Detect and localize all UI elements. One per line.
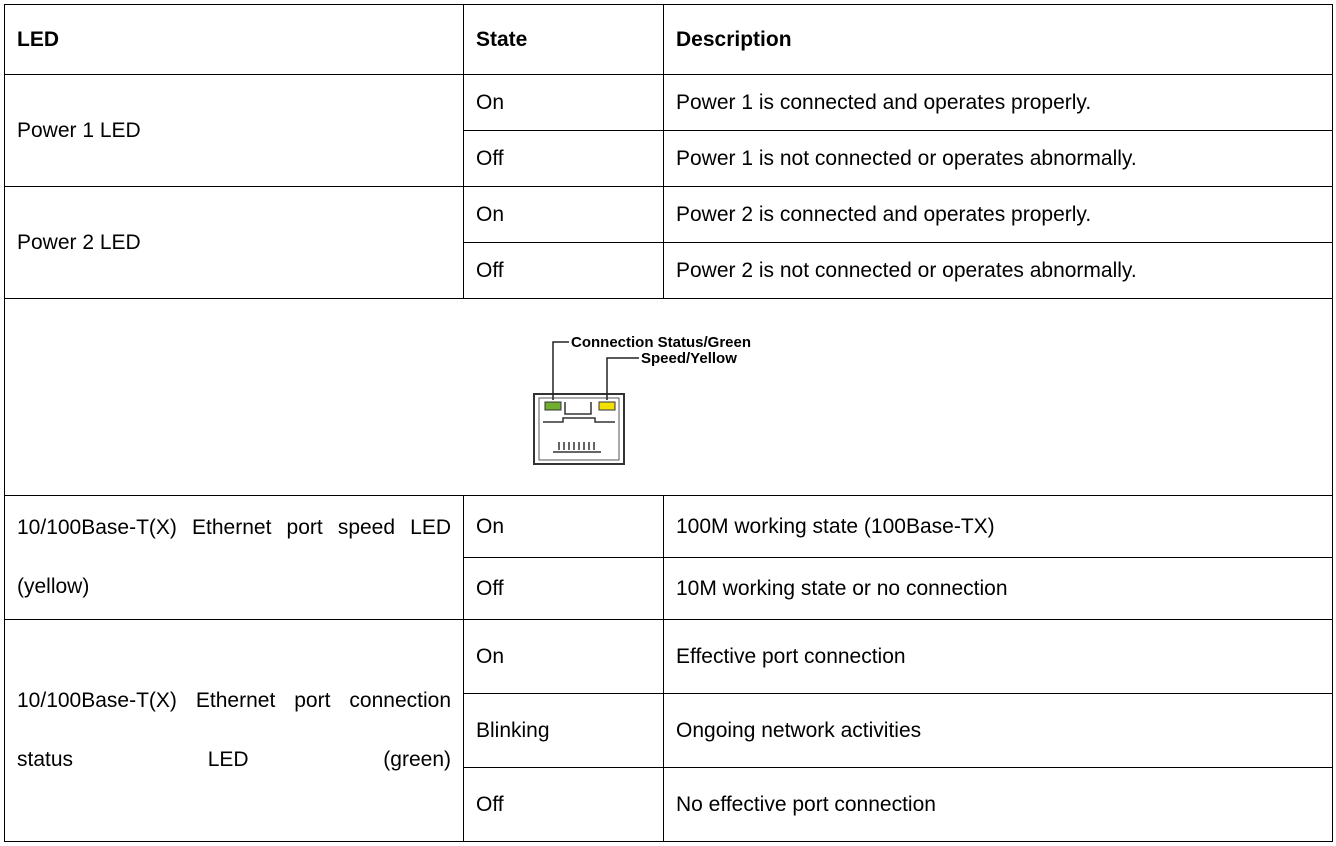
row: Power 1 LED On Power 1 is connected and …	[4, 74, 1333, 187]
state-cell: On	[463, 619, 664, 694]
state-cell: On	[463, 74, 664, 131]
description-cell: Power 2 is connected and operates proper…	[663, 186, 1333, 243]
header-cell: LED	[4, 4, 464, 75]
row: 10/100Base-T(X) Ethernet port connection…	[4, 619, 1333, 842]
rj45-figure: Connection Status/Green Speed/Yellow	[532, 334, 751, 465]
green-led	[544, 401, 561, 411]
led-cell: 10/100Base-T(X) Ethernet port connection…	[4, 619, 464, 842]
green-leader	[551, 341, 569, 400]
state-cell: On	[463, 186, 664, 243]
row: Off No effective port connection	[5, 767, 1333, 842]
state-cell: Off	[463, 242, 664, 299]
header-cell: State	[463, 4, 664, 75]
description-cell: Power 1 is connected and operates proper…	[663, 74, 1333, 131]
led-cell: 10/100Base-T(X) Ethernet port speed LED …	[4, 495, 464, 620]
figure-label: Connection Status/Green	[571, 334, 751, 351]
row: Power 2 LED On Power 2 is connected and …	[4, 186, 1333, 299]
state-cell: Off	[463, 767, 664, 842]
description-cell: 10M working state or no connection	[663, 557, 1333, 620]
description-cell: Ongoing network activities	[663, 693, 1333, 768]
row: Off 10M working state or no connection	[5, 557, 1333, 620]
figure-cell: Connection Status/Green Speed/Yellow	[4, 298, 1333, 496]
description-cell: Power 1 is not connected or operates abn…	[663, 130, 1333, 187]
figure-row: Connection Status/Green Speed/Yellow	[4, 298, 1333, 496]
led-cell: Power 2 LED	[4, 186, 464, 299]
row: Off Power 1 is not connected or operates…	[5, 130, 1333, 187]
state-cell: Off	[463, 557, 664, 620]
row: 10/100Base-T(X) Ethernet port speed LED …	[4, 495, 1333, 620]
jack-opening	[542, 417, 615, 423]
figure-label: Speed/Yellow	[641, 350, 737, 367]
header-row: LED State Description	[4, 4, 1333, 75]
state-cell: Blinking	[463, 693, 664, 768]
yellow-leader	[605, 357, 639, 400]
row: Blinking Ongoing network activities	[5, 693, 1333, 768]
state-cell: On	[463, 495, 664, 558]
jack-pins	[552, 442, 601, 453]
description-cell: Power 2 is not connected or operates abn…	[663, 242, 1333, 299]
jack-inner	[538, 397, 619, 461]
led-table: LED State Description Power 1 LED On Pow…	[4, 4, 1333, 842]
description-cell: 100M working state (100Base-TX)	[663, 495, 1333, 558]
row: Off Power 2 is not connected or operates…	[5, 242, 1333, 299]
header-cell: Description	[663, 4, 1333, 75]
jack-latch	[563, 402, 592, 415]
led-cell: Power 1 LED	[4, 74, 464, 187]
description-cell: No effective port connection	[663, 767, 1333, 842]
state-cell: Off	[463, 130, 664, 187]
yellow-led	[598, 401, 615, 411]
description-cell: Effective port connection	[663, 619, 1333, 694]
